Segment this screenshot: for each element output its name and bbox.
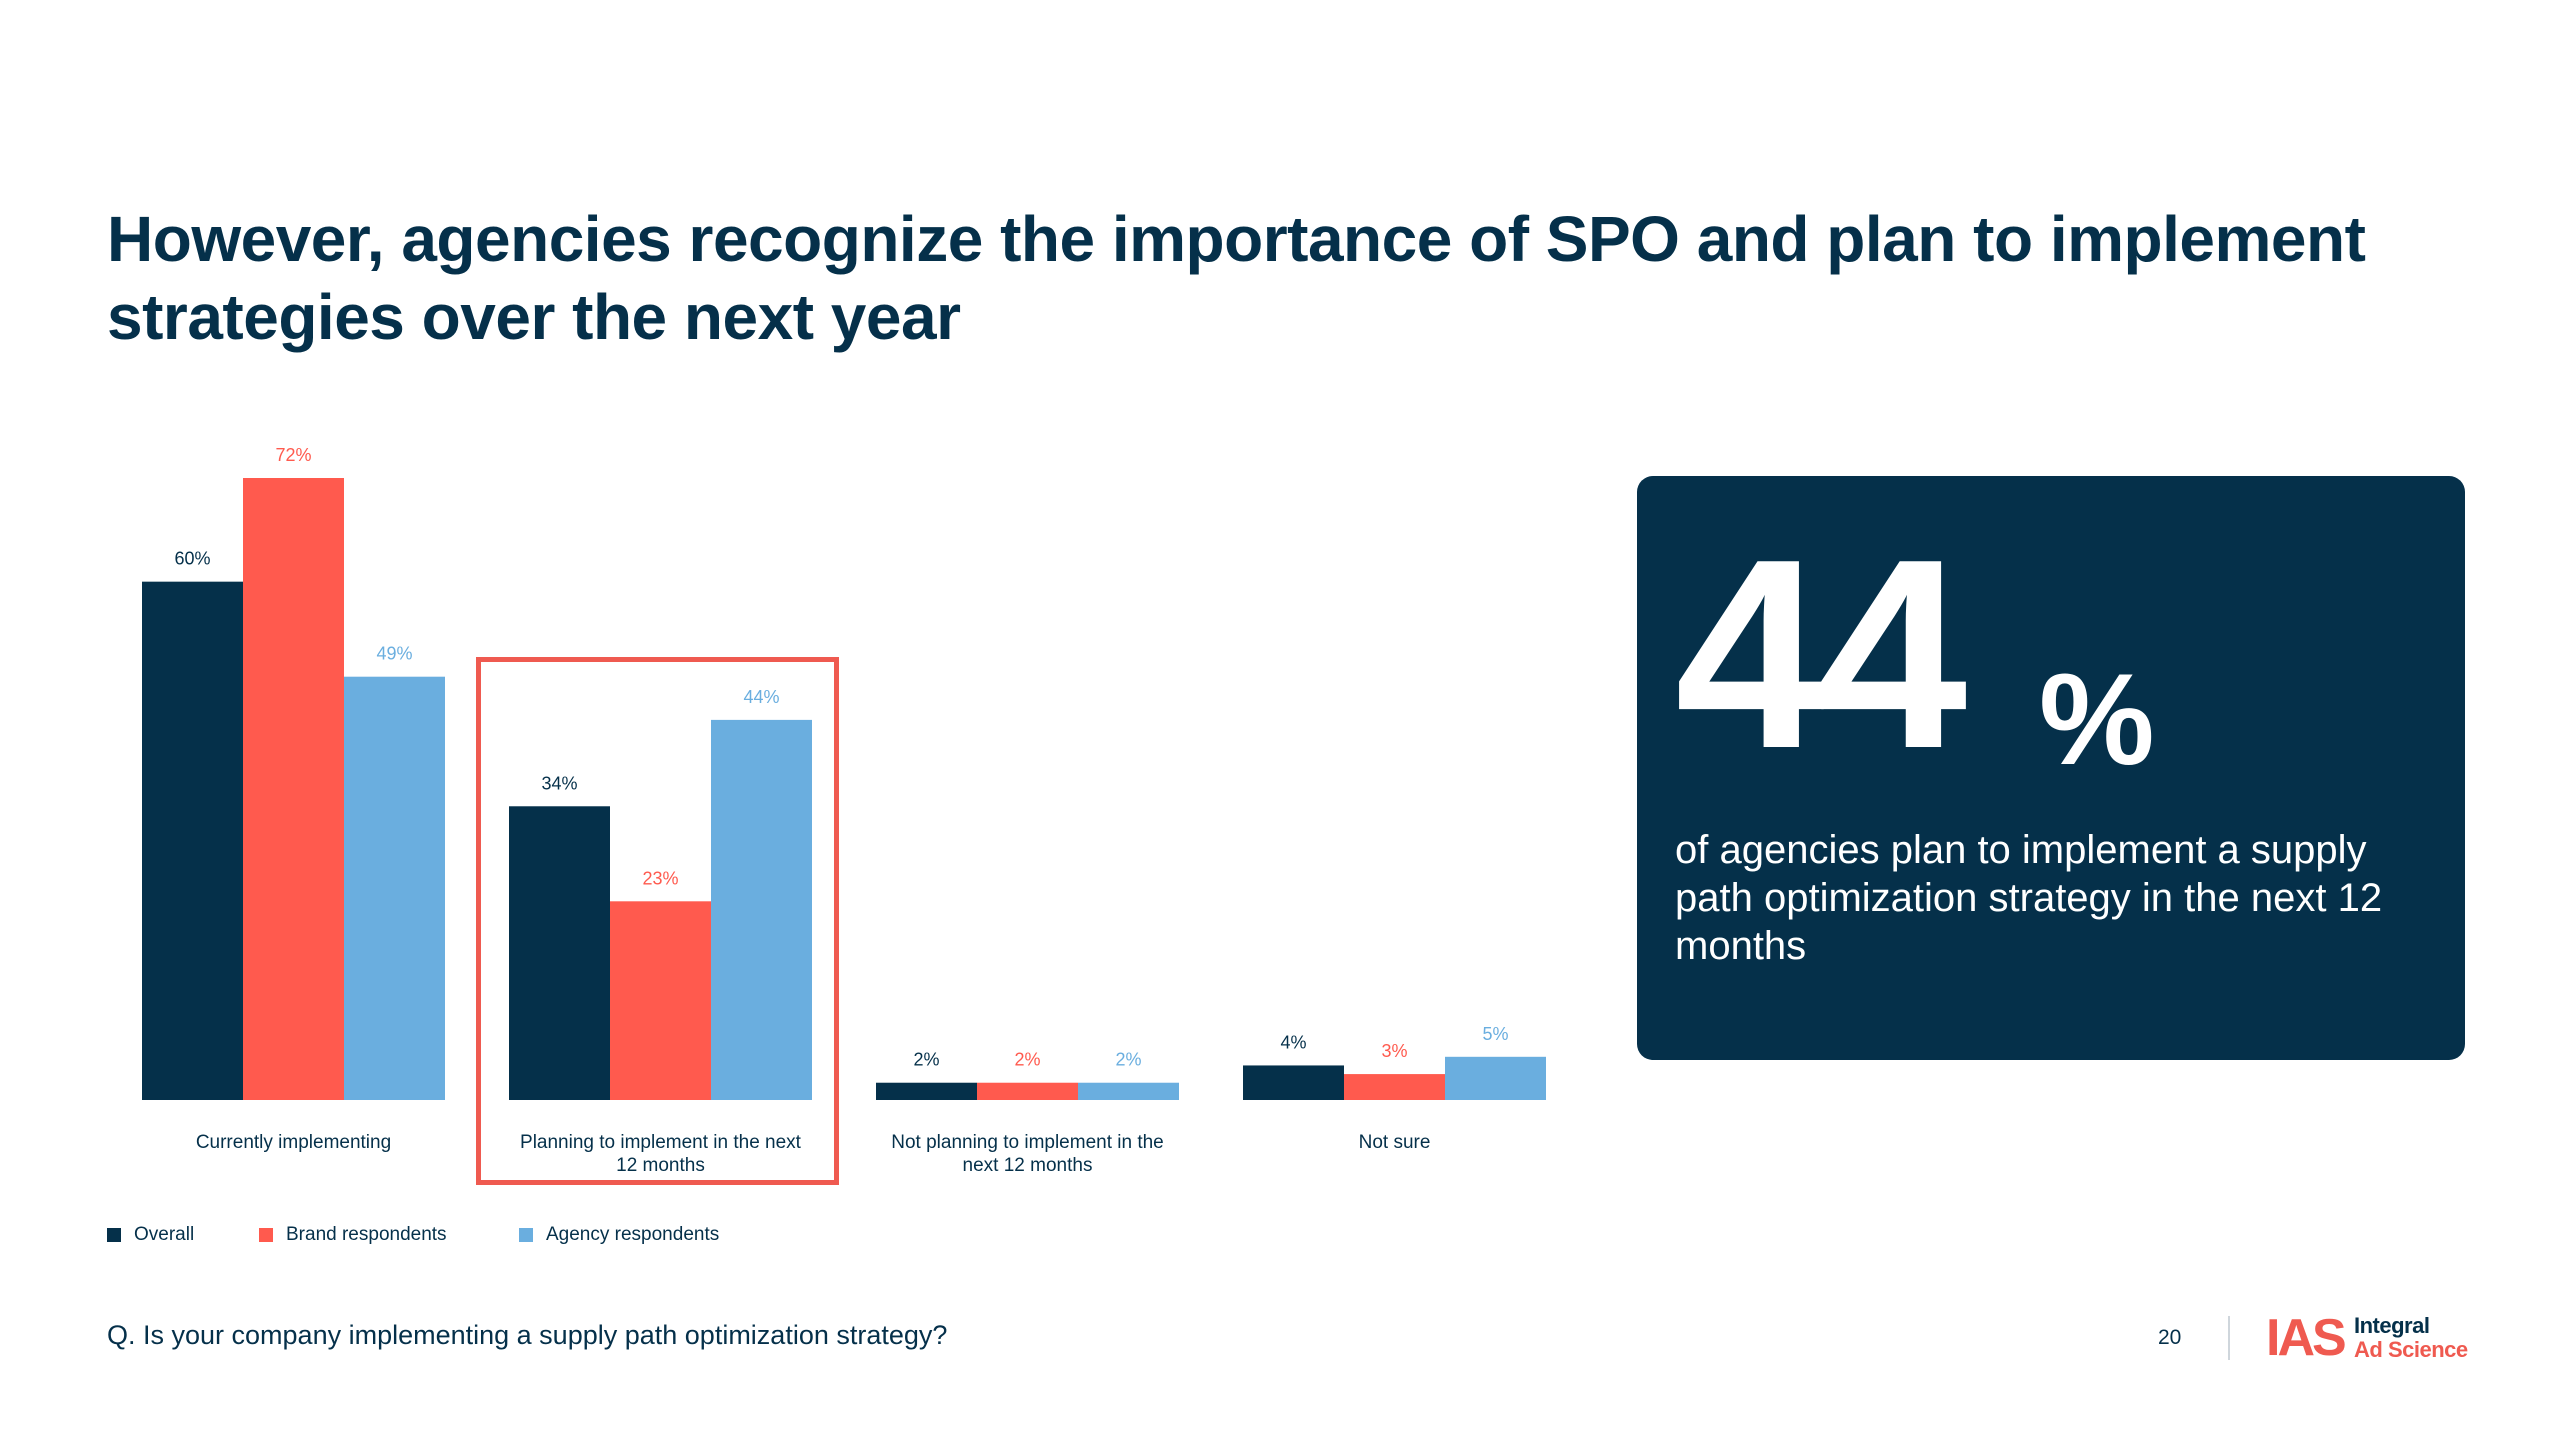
logo-line1: Integral xyxy=(2354,1313,2430,1338)
ias-logo: IAS Integral Ad Science xyxy=(2266,1310,2476,1370)
data-label-overall-0: 60% xyxy=(174,549,210,569)
data-label-agency-1: 44% xyxy=(743,687,779,707)
highlight-box xyxy=(476,657,839,1185)
category-label-2-0: Not planning to implement in the xyxy=(891,1132,1164,1153)
category-label-2-1: next 12 months xyxy=(963,1155,1093,1176)
category-label-1-1: 12 months xyxy=(616,1155,705,1176)
slide-title: However, agencies recognize the importan… xyxy=(107,203,2366,353)
category-label-1-0: Planning to implement in the next xyxy=(520,1132,802,1153)
bar-overall-3 xyxy=(1243,1065,1344,1100)
logo-line2: Ad Science xyxy=(2354,1337,2468,1362)
data-label-overall-2: 2% xyxy=(913,1050,939,1070)
data-label-agency-2: 2% xyxy=(1115,1050,1141,1070)
category-label-0-0: Currently implementing xyxy=(196,1132,391,1153)
bar-overall-0 xyxy=(142,581,243,1100)
data-label-agency-0: 49% xyxy=(376,644,412,664)
logo-wordmark: Integral Ad Science xyxy=(2354,1314,2468,1362)
data-label-overall-3: 4% xyxy=(1280,1032,1306,1052)
legend-label-overall: Overall xyxy=(134,1224,195,1245)
stat-callout: 44 % of agencies plan to implement a sup… xyxy=(1637,476,2465,1060)
chart-legend: Overall Brand respondents Agency respond… xyxy=(107,1224,779,1246)
legend-item-overall: Overall xyxy=(107,1224,259,1246)
bar-agency-2 xyxy=(1078,1082,1179,1100)
legend-item-brand: Brand respondents xyxy=(259,1224,519,1246)
legend-swatch-agency xyxy=(519,1228,533,1242)
bar-chart: 60% 72% 49% Currently implementing 34% 23% 44%… xyxy=(142,445,1546,1176)
callout-text: of agencies plan to implement a supply p… xyxy=(1675,828,2383,968)
bar-overall-2 xyxy=(876,1082,977,1100)
legend-swatch-brand xyxy=(259,1228,273,1242)
logo-mark: IAS xyxy=(2266,1309,2347,1367)
footer-divider xyxy=(2228,1316,2230,1360)
bar-agency-3 xyxy=(1445,1056,1546,1100)
data-label-overall-1: 34% xyxy=(541,773,577,793)
data-label-agency-3: 5% xyxy=(1482,1024,1508,1044)
category-label-3-0: Not sure xyxy=(1359,1132,1431,1153)
data-label-brand-0: 72% xyxy=(275,445,311,465)
legend-label-brand: Brand respondents xyxy=(286,1224,447,1245)
data-label-brand-1: 23% xyxy=(642,868,678,888)
page-number: 20 xyxy=(2158,1326,2182,1349)
callout-percent: % xyxy=(2039,646,2155,792)
bar-agency-0 xyxy=(344,676,445,1100)
legend-item-agency: Agency respondents xyxy=(519,1224,779,1246)
data-label-brand-3: 3% xyxy=(1381,1041,1407,1061)
data-label-brand-2: 2% xyxy=(1014,1050,1040,1070)
bar-brand-1 xyxy=(610,901,711,1100)
survey-question: Q. Is your company implementing a supply… xyxy=(107,1320,948,1350)
legend-swatch-overall xyxy=(107,1228,121,1242)
legend-label-agency: Agency respondents xyxy=(546,1224,720,1245)
bar-overall-1 xyxy=(509,806,610,1100)
callout-number: 44 xyxy=(1675,504,1967,805)
bar-brand-2 xyxy=(977,1082,1078,1100)
bar-agency-1 xyxy=(711,719,812,1100)
bar-brand-0 xyxy=(243,478,344,1100)
bar-brand-3 xyxy=(1344,1074,1445,1100)
